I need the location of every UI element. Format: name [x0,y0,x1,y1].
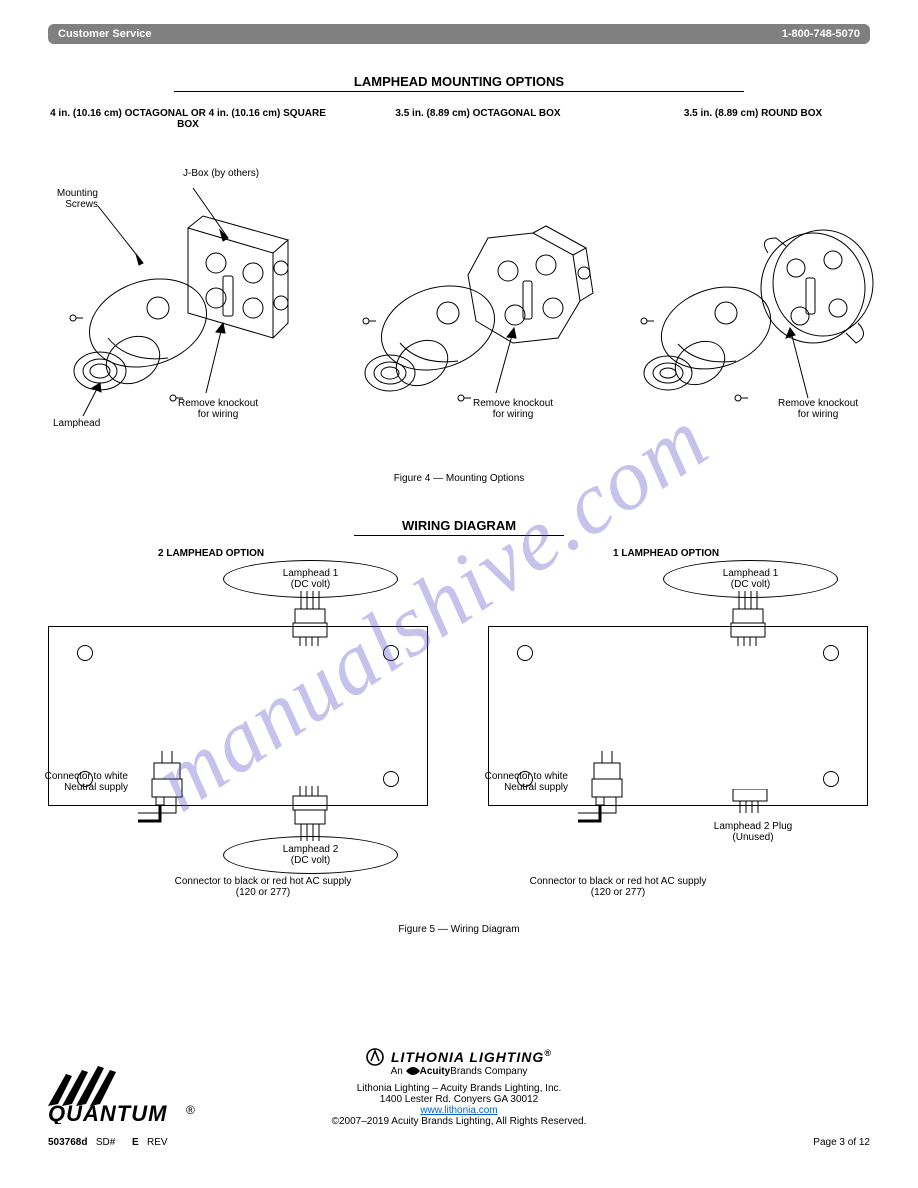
section2-rule [354,535,564,536]
footer-bottom-row: 503768d SD# E REV Page 3 of 12 [48,1137,870,1148]
opt2-title: 3.5 in. (8.89 cm) OCTAGONAL BOX [338,108,618,119]
plug-right-top [721,591,781,646]
section1-rule [174,91,744,92]
sd-lbl: SD# [96,1137,115,1148]
hot-label-right: Connector to black or red hot AC supply … [488,876,748,898]
topbar-left: Customer Service [58,28,152,40]
wiring-right-title: 1 LAMPHEAD OPTION [613,548,719,559]
svg-text:QUANTUM: QUANTUM [48,1101,167,1124]
lithonia-icon [366,1048,386,1066]
footer-addr: Lithonia Lighting – Acuity Brands Lighti… [213,1083,705,1094]
topbar-right: 1-800-748-5070 [782,28,860,40]
lh1b-oval: Lamphead 1 (DC volt) [663,560,838,598]
opt3-title: 3.5 in. (8.89 cm) ROUND BOX [613,108,893,119]
wiring-left-title: 2 LAMPHEAD OPTION [158,548,264,559]
fig4-caption: Figure 4 — Mounting Options [48,473,870,484]
lh1-oval: Lamphead 1 (DC volt) [223,560,398,598]
footer: QUANTUM ® LITHONIA LIGHTING® An AcuityBr… [48,1048,870,1148]
top-bar: Customer Service 1-800-748-5070 [48,24,870,44]
footer-addr2: 1400 Lester Rd. Conyers GA 30012 [213,1094,705,1105]
neutral-label-right: Connector to white Neutral supply [468,771,568,793]
figure4-row: 4 in. (10.16 cm) OCTAGONAL OR 4 in. (10.… [48,108,870,478]
figure5: 2 LAMPHEAD OPTION 1 LAMPHEAD OPTION Lamp… [48,546,870,906]
svg-text:®: ® [186,1103,195,1117]
footer-link[interactable]: www.lithonia.com [420,1105,497,1116]
fig4-option3 [608,198,878,428]
brand-sub3: Brands Company [450,1066,527,1077]
lh2-unused-label: Lamphead 2 Plug (Unused) [698,821,808,843]
fig4-option2 [328,193,598,423]
page-num: Page 3 of 12 [813,1137,870,1148]
neutral-label-left: Connector to white Neutral supply [28,771,128,793]
footer-center: LITHONIA LIGHTING® An AcuityBrands Compa… [213,1048,705,1127]
brand-sub2: Acuity [420,1066,451,1077]
sd-val: 503768d [48,1137,87,1148]
opt1-title: 4 in. (10.16 cm) OCTAGONAL OR 4 in. (10.… [48,108,328,130]
fig4-option1 [38,168,308,428]
ac-plug-right [578,751,648,831]
acuity-icon [406,1066,420,1076]
plug-right-bottom [723,789,783,819]
brand-sub1: An [391,1066,403,1077]
plug-left-top [283,591,343,646]
hot-label-left: Connector to black or red hot AC supply … [133,876,393,898]
rev-lbl: REV [147,1137,168,1148]
fig5-caption: Figure 5 — Wiring Diagram [48,924,870,935]
section1-title: LAMPHEAD MOUNTING OPTIONS [48,74,870,89]
brand-main: LITHONIA LIGHTING [391,1049,544,1065]
lh2-oval: Lamphead 2 (DC volt) [223,836,398,874]
footer-copy: ©2007–2019 Acuity Brands Lighting, All R… [213,1116,705,1127]
section2-title: WIRING DIAGRAM [48,518,870,533]
ac-plug-left [138,751,208,831]
plug-left-bottom [283,786,343,841]
rev-val: E [132,1137,139,1148]
quantum-logo: QUANTUM ® [48,1064,213,1127]
